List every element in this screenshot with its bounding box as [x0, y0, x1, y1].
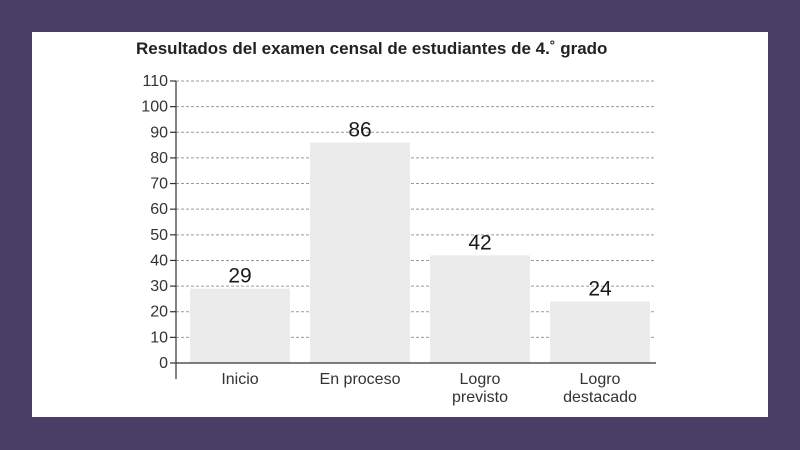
- y-tick-label: 100: [141, 99, 168, 116]
- x-category-label: previsto: [452, 389, 508, 406]
- bar-chart: Resultados del examen censal de estudian…: [136, 39, 656, 406]
- y-tick-label: 80: [150, 150, 168, 167]
- y-tick-label: 0: [159, 355, 168, 372]
- x-category-label: destacado: [563, 389, 637, 406]
- x-category-label: Logro: [460, 371, 501, 388]
- y-tick-label: 40: [150, 252, 168, 269]
- axes: [170, 80, 656, 379]
- y-tick-label: 90: [150, 124, 168, 141]
- data-label: 86: [348, 119, 371, 142]
- x-category-label: Inicio: [221, 371, 258, 388]
- chart-card: Resultados del examen censal de estudian…: [32, 32, 768, 417]
- y-tick-label: 70: [150, 176, 168, 193]
- y-tick-label: 10: [150, 329, 168, 346]
- data-label: 42: [468, 231, 491, 254]
- y-tick-label: 60: [150, 201, 168, 218]
- y-tick-label: 50: [150, 227, 168, 244]
- bars: [190, 142, 650, 363]
- labels: 0 10 20 30 40 50 60 70 80 90 100 110 29 Inicio 86 En pr…: [141, 73, 637, 406]
- x-category-label: Logro: [580, 371, 621, 388]
- y-tick-label: 20: [150, 304, 168, 321]
- y-tick-label: 30: [150, 278, 168, 295]
- bar: [190, 288, 290, 363]
- x-category-label: En proceso: [320, 371, 401, 388]
- chart-title: Resultados del examen censal de estudian…: [136, 39, 607, 58]
- bar: [310, 142, 410, 363]
- data-label: 29: [228, 265, 251, 288]
- bar: [430, 255, 530, 363]
- bar: [550, 301, 650, 363]
- data-label: 24: [588, 277, 612, 300]
- y-tick-label: 110: [142, 73, 168, 90]
